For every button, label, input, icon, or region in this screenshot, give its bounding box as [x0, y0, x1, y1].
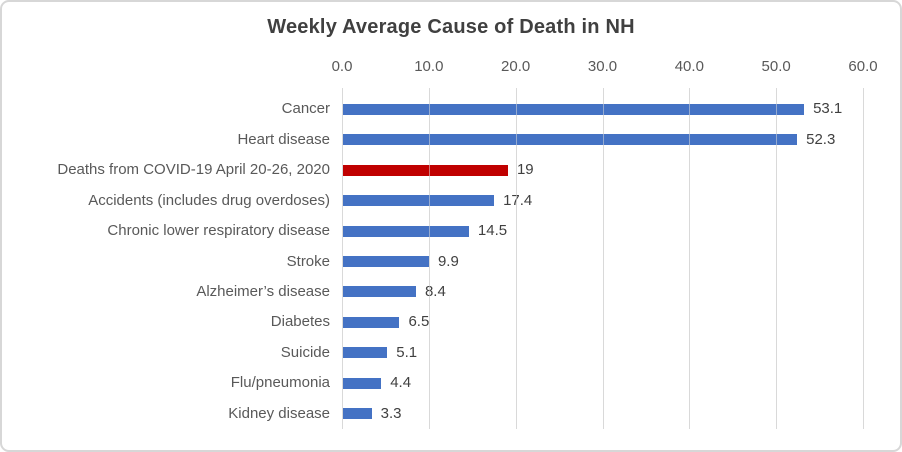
value-label: 19 — [516, 161, 534, 179]
category-label: Accidents (includes drug overdoses) — [88, 191, 330, 209]
bar[interactable] — [343, 103, 805, 115]
category-label: Alzheimer’s disease — [196, 282, 330, 300]
category-label: Chronic lower respiratory disease — [107, 222, 330, 240]
bar[interactable] — [343, 134, 798, 146]
value-label: 17.4 — [503, 191, 533, 209]
bar-highlight-covid[interactable] — [343, 164, 508, 176]
value-label: 5.1 — [396, 343, 418, 361]
value-label: 3.3 — [380, 404, 402, 422]
value-label: 6.5 — [408, 313, 430, 331]
bar[interactable] — [343, 286, 416, 298]
category-label: Kidney disease — [228, 404, 330, 422]
bar[interactable] — [343, 195, 495, 207]
x-axis-tick-label: 40.0 — [674, 58, 704, 75]
category-label: Suicide — [280, 343, 330, 361]
category-label: Stroke — [286, 252, 330, 270]
x-axis-tick-label: 30.0 — [587, 58, 618, 75]
gridline-overlay — [429, 94, 430, 429]
x-axis-tick-label: 20.0 — [501, 58, 531, 75]
bar[interactable] — [343, 347, 388, 359]
bar[interactable] — [343, 256, 429, 267]
category-label: Heart disease — [237, 130, 330, 148]
category-label: Deaths from COVID-19 April 20-26, 2020 — [57, 161, 330, 179]
bar[interactable] — [343, 408, 372, 420]
gridline-overlay — [689, 94, 690, 429]
bar[interactable] — [343, 316, 400, 328]
value-label: 9.9 — [437, 252, 459, 270]
gridline-overlay — [516, 94, 517, 429]
value-label: 8.4 — [424, 282, 446, 300]
value-label: 4.4 — [390, 374, 412, 392]
bar[interactable] — [343, 225, 469, 237]
x-axis-tick-label: 50.0 — [761, 58, 791, 75]
category-label: Flu/pneumonia — [230, 374, 330, 392]
chart-title: Weekly Average Cause of Death in NH — [267, 16, 635, 38]
bar[interactable] — [343, 377, 382, 389]
category-label: Cancer — [281, 100, 330, 118]
x-axis-tick-label: 60.0 — [848, 58, 878, 75]
gridline-overlay — [342, 94, 343, 429]
value-label: 53.1 — [813, 100, 843, 118]
gridline-overlay — [863, 94, 864, 429]
value-label: 14.5 — [477, 222, 508, 240]
gridline-overlay — [603, 94, 604, 429]
gridline-overlay — [776, 94, 777, 429]
category-label: Diabetes — [270, 313, 330, 331]
x-axis-tick-label: 10.0 — [414, 58, 444, 75]
x-axis-tick-label: 0.0 — [331, 58, 353, 75]
value-label: 52.3 — [806, 130, 836, 148]
